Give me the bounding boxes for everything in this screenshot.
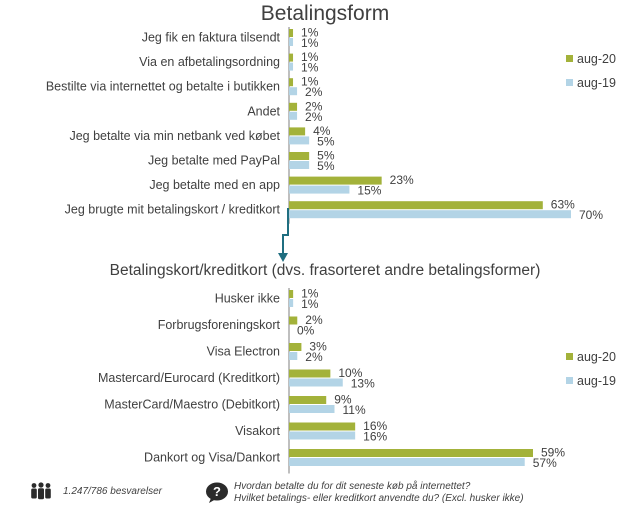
value-label-aug-20-mastercard-maestro-debitkort: 9% [334, 393, 352, 407]
bar-aug-20-mastercard-eurocard-kreditkort [289, 369, 331, 378]
question-bubble-icon: ? [206, 482, 228, 503]
value-label-aug-19-forbrugsforeningskort: 0% [297, 324, 315, 338]
bar-aug-20-visa-electron [289, 343, 302, 351]
value-label-aug-19-jeg-betalte-med-paypal: 5% [317, 159, 335, 173]
chart-betalingskort: Husker ikke 1%1%Forbrugsforeningskort 2%0%… [98, 287, 616, 474]
bar-aug-20-mastercard-maestro-debitkort [289, 396, 327, 404]
legend-swatch-aug-20 [566, 353, 573, 360]
bar-aug-20-jeg-betalte-via-min-netbank-ved-købet [289, 127, 306, 136]
value-label-aug-19-mastercard-eurocard-kreditkort: 13% [351, 377, 375, 391]
arrow-line [282, 208, 289, 260]
value-label-aug-20-forbrugsforeningskort: 2% [305, 313, 323, 327]
bar-aug-19-visakort [289, 431, 356, 440]
value-label-aug-19-dankort-og-visa-dankort: 57% [533, 456, 557, 470]
category-label-visakort: Visakort [235, 424, 280, 438]
bar-aug-20-andet [289, 102, 298, 111]
bar-aug-20-jeg-betalte-med-paypal [289, 152, 310, 160]
category-label-via-en-afbetalingsordning: Via en afbetalingsordning [139, 55, 280, 69]
legend-label-aug-19: aug-19 [577, 374, 616, 388]
bar-aug-20-husker-ikke [289, 290, 294, 298]
bar-aug-19-visa-electron [289, 352, 298, 360]
bar-aug-20-bestilte-via-internettet-og-betalte-i-butikken [289, 78, 294, 87]
legend-swatch-aug-19 [566, 377, 573, 384]
category-label-bestilte-via-internettet-og-betalte-i-butikken: Bestilte via internettet og betalte i bu… [46, 80, 280, 94]
category-label-mastercard-eurocard-kreditkort: Mastercard/Eurocard (Kreditkort) [98, 371, 280, 385]
value-label-aug-20-via-en-afbetalingsordning: 1% [301, 50, 319, 64]
bar-aug-20-dankort-og-visa-dankort [289, 449, 533, 457]
value-label-aug-19-andet: 2% [305, 110, 323, 124]
legend-label-aug-19: aug-19 [577, 76, 616, 90]
bar-aug-19-via-en-afbetalingsordning [289, 62, 294, 71]
arrow-head [278, 253, 288, 262]
bar-aug-19-jeg-brugte-mit-betalingskort-kreditkort [289, 210, 571, 219]
category-label-husker-ikke: Husker ikke [215, 292, 280, 306]
value-label-aug-20-husker-ikke: 1% [301, 287, 319, 301]
bar-aug-19-jeg-betalte-via-min-netbank-ved-købet [289, 136, 310, 145]
bar-aug-19-bestilte-via-internettet-og-betalte-i-butikken [289, 87, 298, 96]
category-label-mastercard-maestro-debitkort: MasterCard/Maestro (Debitkort) [104, 398, 280, 412]
value-label-aug-20-visakort: 16% [363, 419, 387, 433]
value-label-aug-20-jeg-brugte-mit-betalingskort-kreditkort: 63% [551, 198, 575, 212]
people-icon [31, 482, 51, 500]
legend-label-aug-20: aug-20 [577, 350, 616, 364]
question-block: ? Hvordan betalte du for dit seneste køb… [205, 481, 625, 507]
value-label-aug-19-visa-electron: 2% [305, 350, 323, 364]
value-label-aug-19-mastercard-maestro-debitkort: 11% [342, 403, 365, 417]
bar-aug-19-jeg-betalte-med-en-app [289, 185, 350, 194]
value-label-aug-20-jeg-betalte-med-en-app: 23% [390, 173, 414, 187]
value-label-aug-19-visakort: 16% [363, 430, 387, 444]
category-label-jeg-brugte-mit-betalingskort-kreditkort: Jeg brugte mit betalingskort / kreditkor… [65, 203, 281, 217]
legend-swatch-aug-20 [566, 55, 573, 62]
chart-title-betalingskort: Betalingskort/kreditkort (dvs. frasorter… [110, 262, 541, 279]
bar-aug-19-andet [289, 111, 298, 120]
bar-aug-19-mastercard-maestro-debitkort [289, 405, 335, 413]
svg-text:?: ? [213, 484, 221, 499]
down-arrow-connector [278, 208, 289, 262]
legend-label-aug-20: aug-20 [577, 52, 616, 66]
bar-aug-20-jeg-betalte-med-en-app [289, 176, 382, 185]
question-line-1: Hvordan betalte du for dit seneste køb p… [234, 481, 471, 492]
value-label-aug-20-jeg-betalte-via-min-netbank-ved-købet: 4% [313, 124, 331, 138]
chart-title-betalingsform: Betalingsform [261, 2, 389, 25]
bar-aug-19-dankort-og-visa-dankort [289, 458, 525, 466]
value-label-aug-20-andet: 2% [305, 99, 323, 113]
value-label-aug-19-jeg-brugte-mit-betalingskort-kreditkort: 70% [579, 208, 603, 222]
bar-aug-20-forbrugsforeningskort [289, 316, 298, 325]
category-label-jeg-betalte-med-en-app: Jeg betalte med en app [149, 178, 280, 192]
bar-aug-19-jeg-betalte-med-paypal [289, 161, 310, 169]
respondents-count: 1.247/786 besvarelser [63, 486, 162, 497]
value-label-aug-19-husker-ikke: 1% [301, 297, 319, 311]
value-label-aug-20-jeg-fik-en-faktura-tilsendt: 1% [301, 26, 319, 40]
legend-swatch-aug-19 [566, 79, 573, 86]
category-label-jeg-betalte-via-min-netbank-ved-købet: Jeg betalte via min netbank ved købet [69, 129, 280, 143]
category-label-andet: Andet [247, 104, 280, 118]
bar-aug-20-jeg-brugte-mit-betalingskort-kreditkort [289, 201, 543, 210]
value-label-aug-19-jeg-betalte-med-en-app: 15% [357, 184, 381, 198]
category-label-jeg-betalte-med-paypal: Jeg betalte med PayPal [148, 154, 280, 168]
respondents-block: 1.247/786 besvarelser [30, 482, 210, 502]
bar-aug-20-jeg-fik-en-faktura-tilsendt [289, 29, 294, 37]
value-label-aug-19-jeg-betalte-via-min-netbank-ved-købet: 5% [317, 134, 335, 148]
bar-aug-20-visakort [289, 422, 356, 431]
value-label-aug-20-bestilte-via-internettet-og-betalte-i-butikken: 1% [301, 75, 319, 89]
question-line-2: Hvilket betalings- eller kreditkort anve… [234, 493, 524, 504]
value-label-aug-19-jeg-fik-en-faktura-tilsendt: 1% [301, 36, 319, 50]
chart-betalingsform: Jeg fik en faktura tilsendt 1%1%Via en af… [46, 26, 616, 224]
bar-aug-19-mastercard-eurocard-kreditkort [289, 378, 343, 387]
value-label-aug-20-visa-electron: 3% [309, 340, 327, 354]
category-label-dankort-og-visa-dankort: Dankort og Visa/Dankort [144, 451, 280, 465]
value-label-aug-20-mastercard-eurocard-kreditkort: 10% [338, 366, 362, 380]
category-label-jeg-fik-en-faktura-tilsendt: Jeg fik en faktura tilsendt [142, 31, 281, 45]
value-label-aug-19-via-en-afbetalingsordning: 1% [301, 61, 319, 75]
value-label-aug-20-dankort-og-visa-dankort: 59% [541, 446, 565, 460]
value-label-aug-19-bestilte-via-internettet-og-betalte-i-butikken: 2% [305, 85, 323, 99]
bar-aug-20-via-en-afbetalingsordning [289, 53, 294, 62]
bar-aug-19-husker-ikke [289, 299, 294, 307]
bar-aug-19-jeg-fik-en-faktura-tilsendt [289, 38, 294, 46]
value-label-aug-20-jeg-betalte-med-paypal: 5% [317, 149, 335, 163]
category-label-visa-electron: Visa Electron [207, 345, 280, 359]
category-label-forbrugsforeningskort: Forbrugsforeningskort [158, 318, 281, 332]
